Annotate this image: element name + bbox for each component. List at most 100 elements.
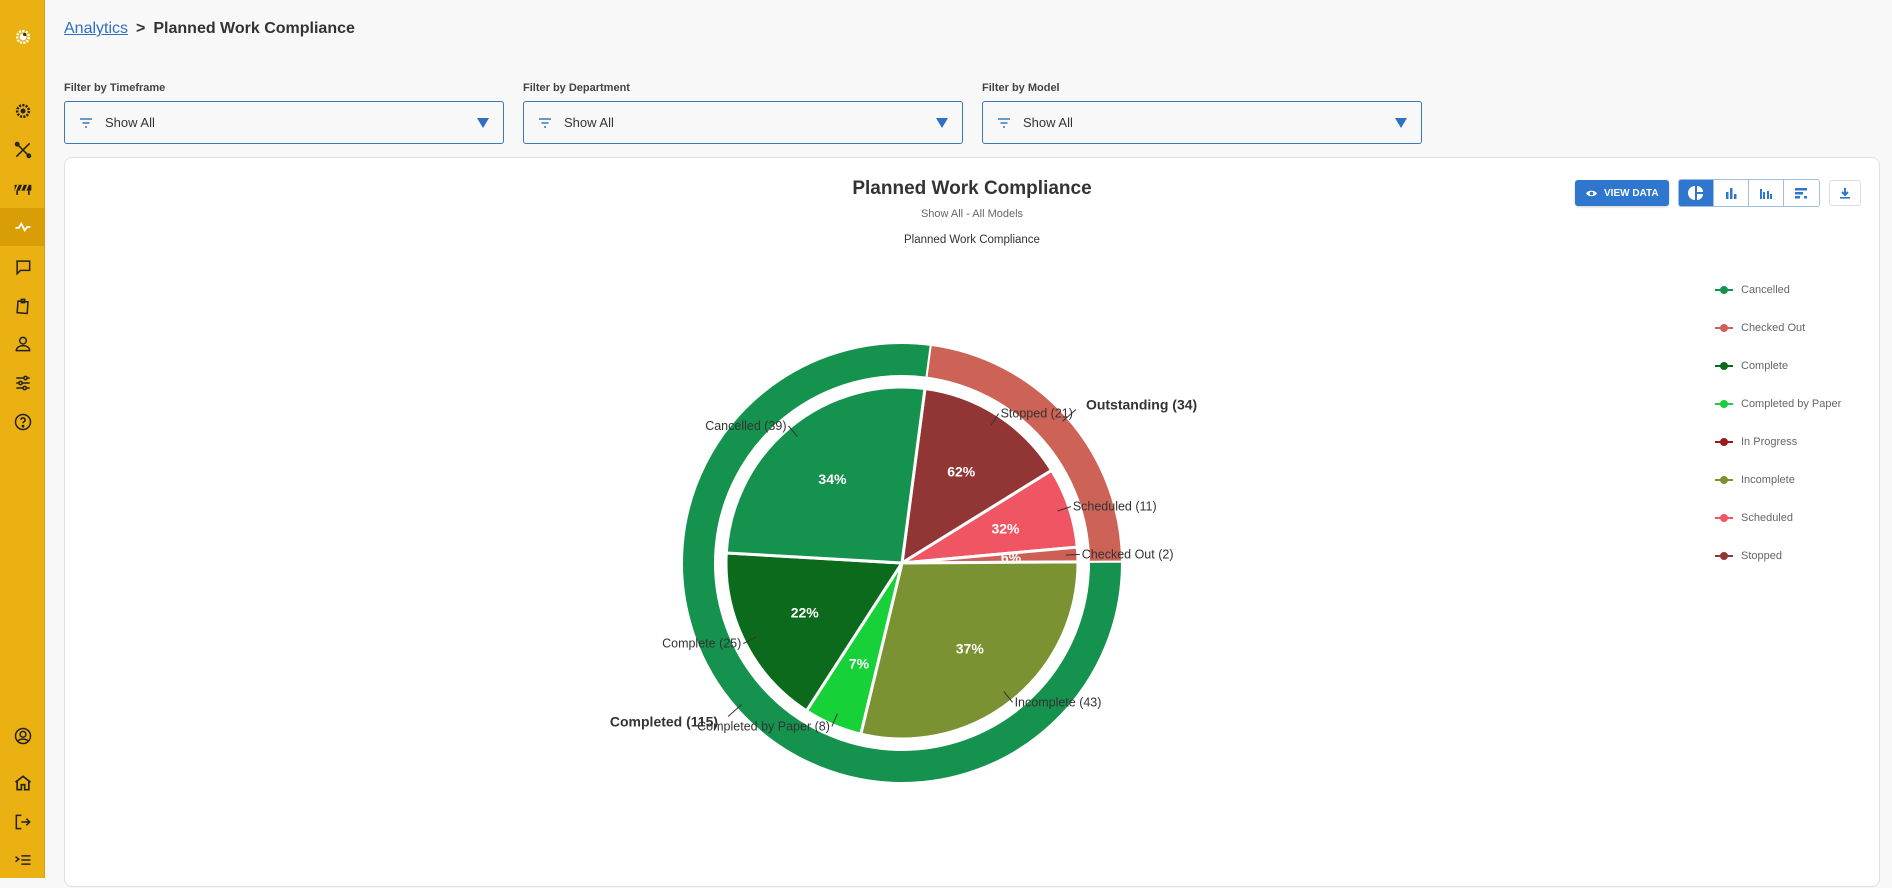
filter-timeframe-select[interactable]: Show All bbox=[64, 101, 504, 144]
sliders-icon[interactable] bbox=[0, 364, 45, 402]
legend-marker bbox=[1715, 437, 1733, 447]
filter-department-value: Show All bbox=[564, 115, 614, 130]
slice-label: Incomplete (43) bbox=[1015, 695, 1102, 709]
chevron-down-icon bbox=[477, 117, 489, 128]
filter-timeframe-label: Filter by Timeframe bbox=[64, 82, 166, 94]
legend-marker bbox=[1715, 323, 1733, 333]
chart-series-title: Planned Work Compliance bbox=[904, 234, 1040, 246]
breadcrumb-separator: > bbox=[136, 20, 146, 37]
chat-icon[interactable] bbox=[0, 248, 45, 286]
legend-item[interactable]: Stopped bbox=[1715, 537, 1841, 575]
slice-label: Scheduled (11) bbox=[1073, 500, 1157, 514]
legend-item[interactable]: Complete bbox=[1715, 347, 1841, 385]
slice-percent-label: 34% bbox=[818, 471, 847, 487]
slice-label: Stopped (21) bbox=[1001, 406, 1073, 420]
account-icon[interactable] bbox=[0, 717, 45, 755]
chart-card: Planned Work Compliance Show All - All M… bbox=[64, 157, 1880, 887]
tools-icon[interactable] bbox=[0, 131, 45, 169]
pulse-icon[interactable] bbox=[0, 208, 45, 246]
chart-subtitle: Show All - All Models bbox=[920, 208, 1024, 220]
pie-chart-button[interactable] bbox=[1678, 180, 1714, 206]
breadcrumb-analytics-link[interactable]: Analytics bbox=[64, 20, 129, 37]
filter-timeframe-value: Show All bbox=[105, 115, 155, 130]
download-button[interactable] bbox=[1828, 180, 1861, 206]
sidebar bbox=[0, 0, 45, 878]
legend-marker bbox=[1715, 513, 1733, 523]
filter-model-label: Filter by Model bbox=[982, 82, 1060, 94]
outer-label-outstanding: Outstanding (34) bbox=[1086, 396, 1197, 412]
gear-icon[interactable] bbox=[0, 92, 45, 130]
slice-label: Cancelled (39) bbox=[705, 419, 786, 433]
legend-label: Incomplete bbox=[1741, 474, 1795, 486]
chart-toolbar: VIEW DATA bbox=[1575, 179, 1861, 207]
filter-timeframe: Filter by Timeframe Show All bbox=[64, 82, 504, 144]
slice-label-connector bbox=[1065, 553, 1080, 556]
filter-model: Filter by Model Show All bbox=[982, 82, 1422, 144]
legend-item[interactable]: Cancelled bbox=[1715, 271, 1841, 309]
menu-collapse-icon[interactable] bbox=[0, 841, 45, 879]
view-data-button[interactable]: VIEW DATA bbox=[1575, 180, 1669, 206]
chart-title: Planned Work Compliance bbox=[852, 178, 1092, 199]
home-icon[interactable] bbox=[0, 764, 45, 802]
help-icon[interactable] bbox=[0, 403, 45, 441]
grouped-bar-chart-icon bbox=[1759, 189, 1772, 199]
filter-department-select[interactable]: Show All bbox=[523, 101, 963, 144]
slice-percent-label: 22% bbox=[791, 604, 820, 620]
bar-chart-icon bbox=[1725, 188, 1737, 199]
legend-label: Scheduled bbox=[1741, 512, 1793, 524]
logo-gear-icon[interactable] bbox=[0, 18, 45, 56]
breadcrumb: Analytics > Planned Work Compliance bbox=[64, 20, 355, 38]
filter-department: Filter by Department Show All bbox=[523, 82, 963, 144]
legend-label: Checked Out bbox=[1741, 322, 1806, 334]
slice-label-connector bbox=[831, 713, 838, 727]
chart-type-group bbox=[1677, 179, 1820, 207]
legend-marker bbox=[1715, 551, 1733, 561]
slice-percent-label: 62% bbox=[947, 463, 976, 479]
outer-label-completed: Completed (115) bbox=[610, 714, 718, 730]
slice-label: Complete (25) bbox=[662, 637, 741, 651]
slice-label: Completed by Paper (8) bbox=[697, 720, 830, 734]
outer-label-connector bbox=[727, 704, 742, 717]
filter-department-label: Filter by Department bbox=[523, 82, 630, 94]
slice-label-connector bbox=[788, 425, 798, 437]
slice-label-connector bbox=[1057, 506, 1071, 512]
grouped-bar-chart-button[interactable] bbox=[1748, 180, 1784, 206]
horizontal-bar-chart-icon bbox=[1795, 188, 1808, 199]
legend-marker bbox=[1715, 361, 1733, 371]
barrier-icon[interactable] bbox=[0, 170, 45, 208]
bar-chart-button[interactable] bbox=[1713, 180, 1749, 206]
legend-label: Stopped bbox=[1741, 550, 1782, 562]
legend-marker bbox=[1715, 285, 1733, 295]
legend-label: Cancelled bbox=[1741, 284, 1790, 296]
legend-item[interactable]: In Progress bbox=[1715, 423, 1841, 461]
slice-label-connector bbox=[990, 413, 1000, 426]
download-icon bbox=[1839, 188, 1850, 199]
legend-item[interactable]: Checked Out bbox=[1715, 309, 1841, 347]
chevron-down-icon bbox=[936, 117, 948, 128]
legend-item[interactable]: Scheduled bbox=[1715, 499, 1841, 537]
filter-icon bbox=[998, 117, 1010, 128]
horizontal-bar-chart-button[interactable] bbox=[1783, 180, 1819, 206]
outer-slice-completed bbox=[681, 342, 1124, 784]
outer-label-connector bbox=[1062, 409, 1077, 422]
slice-percent-label: 37% bbox=[956, 641, 985, 657]
legend-item[interactable]: Completed by Paper bbox=[1715, 385, 1841, 423]
logout-icon[interactable] bbox=[0, 803, 45, 841]
filter-model-select[interactable]: Show All bbox=[982, 101, 1422, 144]
slice-label-connector bbox=[743, 636, 757, 645]
chart-legend: Cancelled Checked Out Complete Completed by… bbox=[1715, 271, 1841, 575]
legend-label: Completed by Paper bbox=[1741, 398, 1842, 410]
slice-percent-label: 32% bbox=[991, 520, 1020, 536]
slice-percent-label: 7% bbox=[849, 655, 870, 671]
slice-label: Checked Out (2) bbox=[1082, 547, 1174, 561]
eye-icon bbox=[1586, 190, 1597, 196]
pie-chart: Outstanding (34) Completed (115) 62% Stoppe… bbox=[610, 342, 1197, 784]
legend-marker bbox=[1715, 399, 1733, 409]
user-icon[interactable] bbox=[0, 325, 45, 363]
filter-model-value: Show All bbox=[1023, 115, 1073, 130]
clipboard-icon[interactable] bbox=[0, 287, 45, 325]
legend-label: In Progress bbox=[1741, 436, 1798, 448]
view-data-label: VIEW DATA bbox=[1604, 187, 1659, 199]
legend-item[interactable]: Incomplete bbox=[1715, 461, 1841, 499]
legend-label: Complete bbox=[1741, 360, 1789, 372]
